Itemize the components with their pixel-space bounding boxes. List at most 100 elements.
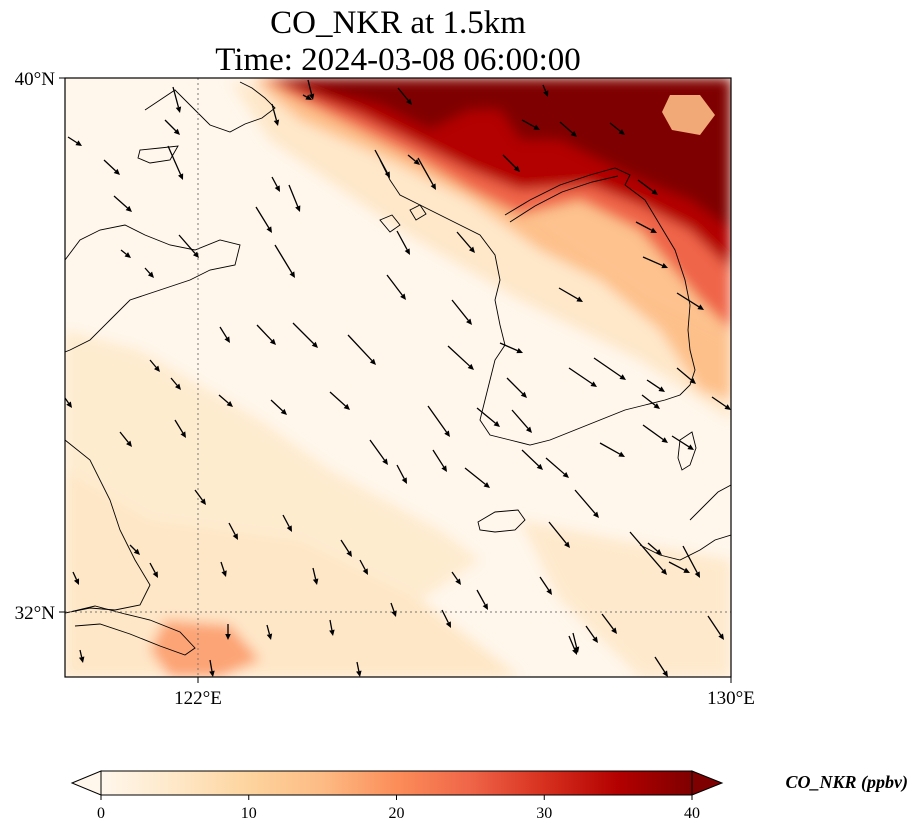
- wind-arrow: [711, 396, 731, 410]
- coastline-liaodong: [144, 81, 276, 133]
- wind-arrow: [642, 424, 668, 443]
- wind-arrow: [671, 435, 694, 450]
- wind-arrow: [654, 656, 668, 677]
- wind-arrow: [464, 467, 490, 488]
- wind-arrow: [641, 394, 660, 409]
- coastline-shandong-islands: [379, 204, 427, 233]
- wind-arrow: [432, 449, 447, 472]
- wind-arrow: [542, 84, 549, 97]
- coastline-korea-west: [379, 159, 646, 446]
- coastline-japan-kyushu: [689, 484, 731, 521]
- wind-arrow: [707, 615, 724, 640]
- field-band-north-light: [230, 80, 731, 420]
- wind-arrow: [396, 464, 407, 484]
- wind-arrow: [511, 409, 532, 433]
- wind-arrow: [356, 661, 362, 677]
- wind-arrow: [167, 145, 184, 180]
- colorbar-tick-0: 0: [97, 805, 105, 822]
- wind-arrow: [506, 377, 527, 398]
- wind-arrow: [266, 624, 273, 640]
- wind-arrow: [329, 391, 350, 410]
- coastline-bohai-west: [137, 145, 179, 164]
- colorbar-tick-10: 10: [241, 805, 257, 822]
- wind-arrow: [476, 589, 488, 610]
- wind-arrow: [172, 86, 182, 113]
- wind-arrow: [67, 136, 82, 146]
- wind-arrow: [447, 345, 474, 370]
- map-frame: [64, 77, 732, 678]
- wind-arrow: [78, 649, 85, 663]
- map-panel: [65, 78, 731, 677]
- field-band-west: [65, 330, 480, 600]
- colorbar: 0 10 20 30 40 CO_NKR (ppbv): [70, 770, 908, 822]
- wind-arrow: [302, 94, 312, 100]
- wind-arrow: [282, 514, 292, 532]
- field-plume-core: [272, 78, 731, 230]
- wind-arrow: [149, 359, 160, 372]
- coastline-korea-north-inner: [509, 175, 619, 223]
- coastlines: [65, 81, 731, 656]
- co-field-shading: [65, 78, 731, 677]
- wind-arrow: [635, 221, 657, 233]
- wind-arrow: [113, 195, 132, 212]
- wind-arrow: [329, 619, 335, 636]
- wind-arrow: [397, 87, 412, 105]
- wind-arrow: [170, 377, 181, 390]
- wind-arrow: [307, 79, 315, 100]
- wind-arrow: [456, 231, 475, 253]
- wind-arrow: [144, 267, 154, 278]
- wind-arrow: [220, 561, 227, 577]
- wind-arrow: [119, 431, 132, 447]
- wind-arrow: [647, 542, 662, 555]
- colorbar-tick-40: 40: [684, 805, 700, 822]
- wind-arrow: [476, 407, 500, 427]
- field-lightspot-northeast: [662, 95, 715, 135]
- coastline-yangtze-mouth: [69, 605, 196, 656]
- wind-arrow: [164, 119, 180, 135]
- wind-arrow: [559, 121, 577, 137]
- wind-arrow: [194, 489, 206, 505]
- wind-arrow: [407, 154, 420, 165]
- wind-arrow: [585, 625, 598, 643]
- colorbar-tick-30: 30: [536, 805, 552, 822]
- wind-arrow: [228, 522, 238, 540]
- wind-arrow: [609, 122, 625, 135]
- wind-arrow: [502, 154, 520, 172]
- wind-arrow: [601, 613, 617, 634]
- wind-arrow: [521, 119, 540, 130]
- wind-arrow: [359, 559, 368, 575]
- wind-arrow: [225, 624, 231, 640]
- coastline-korea-east: [624, 184, 696, 406]
- coastline-korea-north: [504, 167, 631, 216]
- wind-arrow: [427, 405, 450, 437]
- coastline-island-tsushima: [677, 431, 697, 471]
- wind-arrow: [451, 571, 461, 585]
- wind-arrow: [676, 367, 696, 384]
- wind-arrow: [340, 539, 352, 557]
- wind-arrow: [369, 439, 388, 465]
- wind-arrow: [178, 234, 199, 258]
- wind-arrow: [499, 342, 523, 354]
- wind-arrow: [676, 292, 704, 310]
- wind-arrow: [129, 544, 140, 555]
- wind-arrow: [386, 274, 406, 300]
- wind-arrow: [539, 576, 552, 595]
- lat-tick-labels: 40°N 32°N: [15, 69, 65, 624]
- wind-arrow: [149, 562, 158, 578]
- wind-arrow: [120, 249, 131, 258]
- wind-arrow: [558, 287, 583, 302]
- gridlines: [65, 78, 731, 677]
- wind-arrow: [629, 531, 667, 575]
- wind-arrow: [396, 230, 410, 255]
- lon-tick-122e: 122°E: [174, 688, 222, 709]
- colorbar-tick-20: 20: [389, 805, 405, 822]
- wind-arrow: [292, 322, 318, 348]
- colorbar-gradient: [100, 770, 693, 796]
- coastline-island-jeju: [477, 509, 526, 533]
- colorbar-ticks: [100, 795, 693, 800]
- map-title-line1: CO_NKR at 1.5km: [270, 5, 526, 41]
- wind-arrow: [174, 419, 186, 438]
- wind-arrow: [521, 449, 543, 470]
- wind-arrow: [256, 324, 276, 345]
- wind-arrow: [545, 457, 569, 478]
